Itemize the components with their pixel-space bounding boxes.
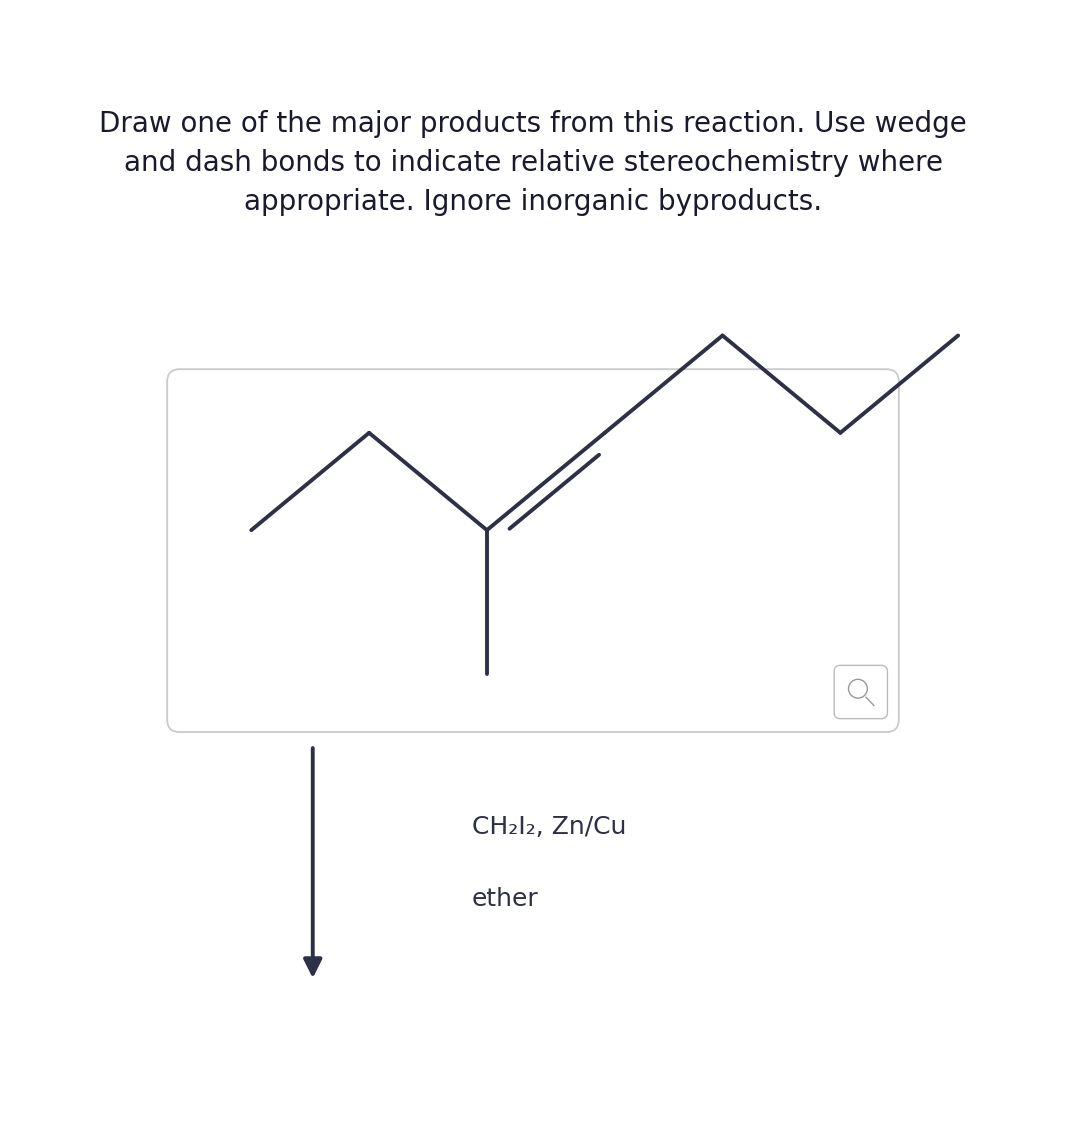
Text: ether: ether xyxy=(471,887,538,911)
Text: CH₂I₂, Zn/Cu: CH₂I₂, Zn/Cu xyxy=(471,815,626,839)
FancyBboxPatch shape xyxy=(167,369,899,732)
FancyBboxPatch shape xyxy=(835,666,887,719)
Text: Draw one of the major products from this reaction. Use wedge
and dash bonds to i: Draw one of the major products from this… xyxy=(99,110,967,216)
